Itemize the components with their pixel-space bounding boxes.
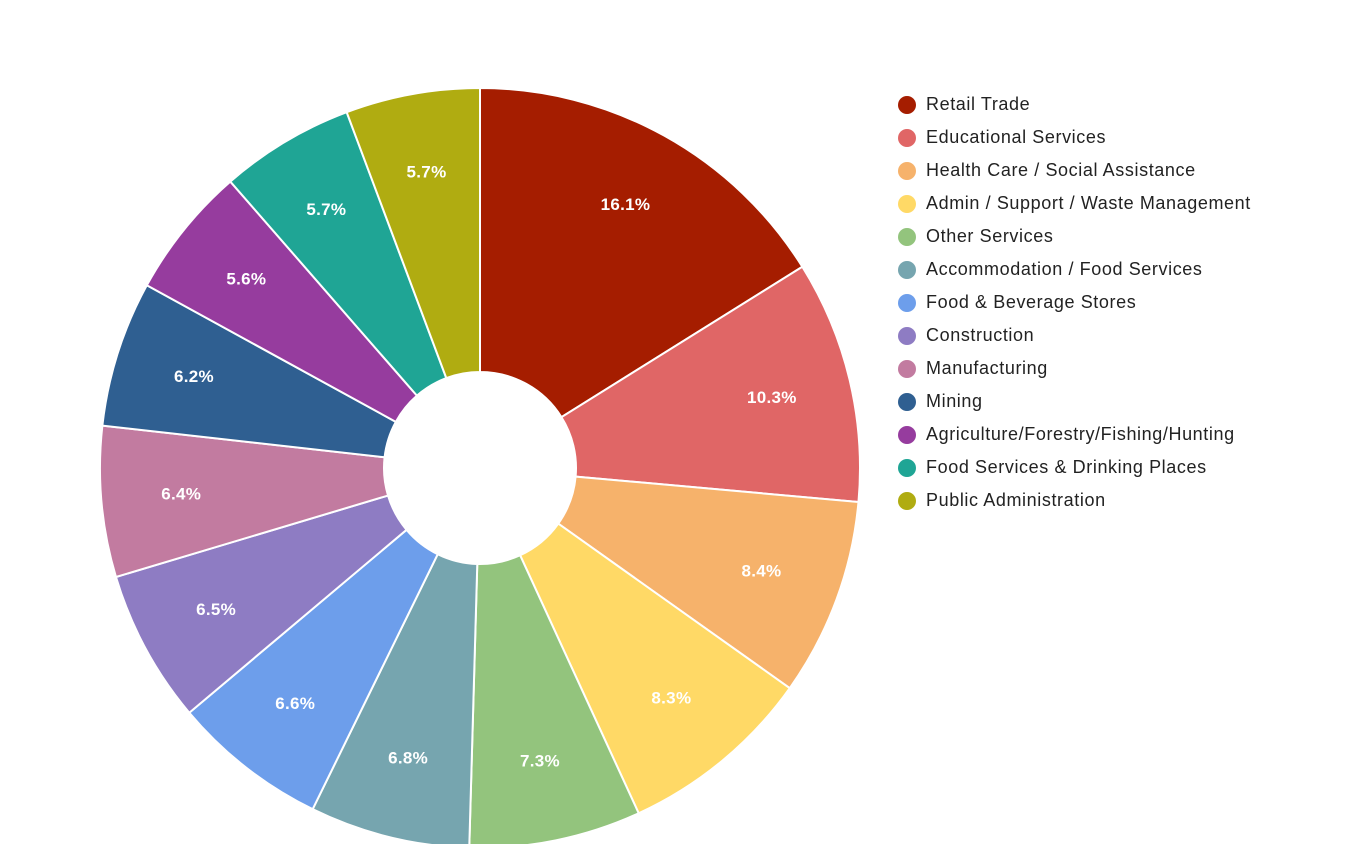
pie-slice-4 (518, 522, 792, 815)
pie-slice-8 (114, 494, 408, 715)
legend-swatch (898, 95, 916, 114)
slice-value-label-13: 5.7% (407, 162, 447, 181)
legend-item: Manufacturing (898, 352, 1251, 385)
slice-value-label-10: 6.2% (174, 367, 214, 386)
pie-slice-10 (101, 283, 398, 459)
legend-item: Mining (898, 385, 1251, 418)
legend-item: Food & Beverage Stores (898, 286, 1251, 319)
legend-item: Admin / Support / Waste Management (898, 187, 1251, 220)
legend: Retail Trade Educational Services Health C… (898, 88, 1251, 517)
legend-swatch (898, 326, 916, 345)
legend-label: Food & Beverage Stores (926, 292, 1137, 312)
legend-item: Other Services (898, 220, 1251, 253)
legend-swatch (898, 491, 916, 510)
legend-swatch (898, 227, 916, 246)
legend-label: Mining (926, 391, 983, 411)
pie-slice-5 (468, 553, 641, 844)
pie-slice-3 (556, 475, 860, 690)
legend-label: Accommodation / Food Services (926, 259, 1203, 279)
legend-item: Accommodation / Food Services (898, 253, 1251, 286)
pie-slice-2 (560, 265, 861, 504)
legend-label: Food Services & Drinking Places (926, 457, 1207, 477)
pie-slice-13 (345, 86, 481, 380)
legend-label: Manufacturing (926, 358, 1048, 378)
legend-label: Health Care / Social Assistance (926, 160, 1196, 180)
slice-value-label-8: 6.5% (196, 600, 236, 619)
legend-swatch (898, 194, 916, 213)
legend-swatch (898, 425, 916, 444)
slice-value-label-2: 10.3% (747, 388, 797, 407)
legend-swatch (898, 458, 916, 477)
slice-value-label-12: 5.7% (306, 200, 346, 219)
slice-value-label-11: 5.6% (226, 269, 266, 288)
legend-swatch (898, 260, 916, 279)
slice-value-label-9: 6.4% (161, 484, 201, 503)
legend-item: Agriculture/Forestry/Fishing/Hunting (898, 418, 1251, 451)
legend-swatch (898, 392, 916, 411)
slice-value-label-1: 16.1% (601, 195, 651, 214)
pie-slice-9 (99, 424, 390, 579)
legend-label: Agriculture/Forestry/Fishing/Hunting (926, 424, 1235, 444)
legend-swatch (898, 161, 916, 180)
legend-label: Retail Trade (926, 94, 1031, 114)
legend-item: Construction (898, 319, 1251, 352)
legend-label: Educational Services (926, 127, 1107, 147)
legend-item: Health Care / Social Assistance (898, 154, 1251, 187)
legend-label: Public Administration (926, 490, 1106, 510)
pie-slice-6 (311, 552, 479, 844)
legend-swatch (898, 128, 916, 147)
slice-value-label-3: 8.4% (741, 561, 781, 580)
slice-value-label-7: 6.6% (275, 694, 315, 713)
slice-value-label-5: 7.3% (520, 751, 560, 770)
legend-swatch (898, 359, 916, 378)
legend-item: Retail Trade (898, 88, 1251, 121)
pie-slice-1 (479, 86, 804, 419)
legend-label: Other Services (926, 226, 1054, 246)
legend-swatch (898, 293, 916, 312)
pie-slice-7 (187, 528, 440, 811)
legend-item: Food Services & Drinking Places (898, 451, 1251, 484)
legend-label: Admin / Support / Waste Management (926, 193, 1251, 213)
legend-item: Educational Services (898, 121, 1251, 154)
legend-item: Public Administration (898, 484, 1251, 517)
slice-value-label-6: 6.8% (388, 749, 428, 768)
legend-label: Construction (926, 325, 1035, 345)
slice-value-label-4: 8.3% (651, 689, 691, 708)
